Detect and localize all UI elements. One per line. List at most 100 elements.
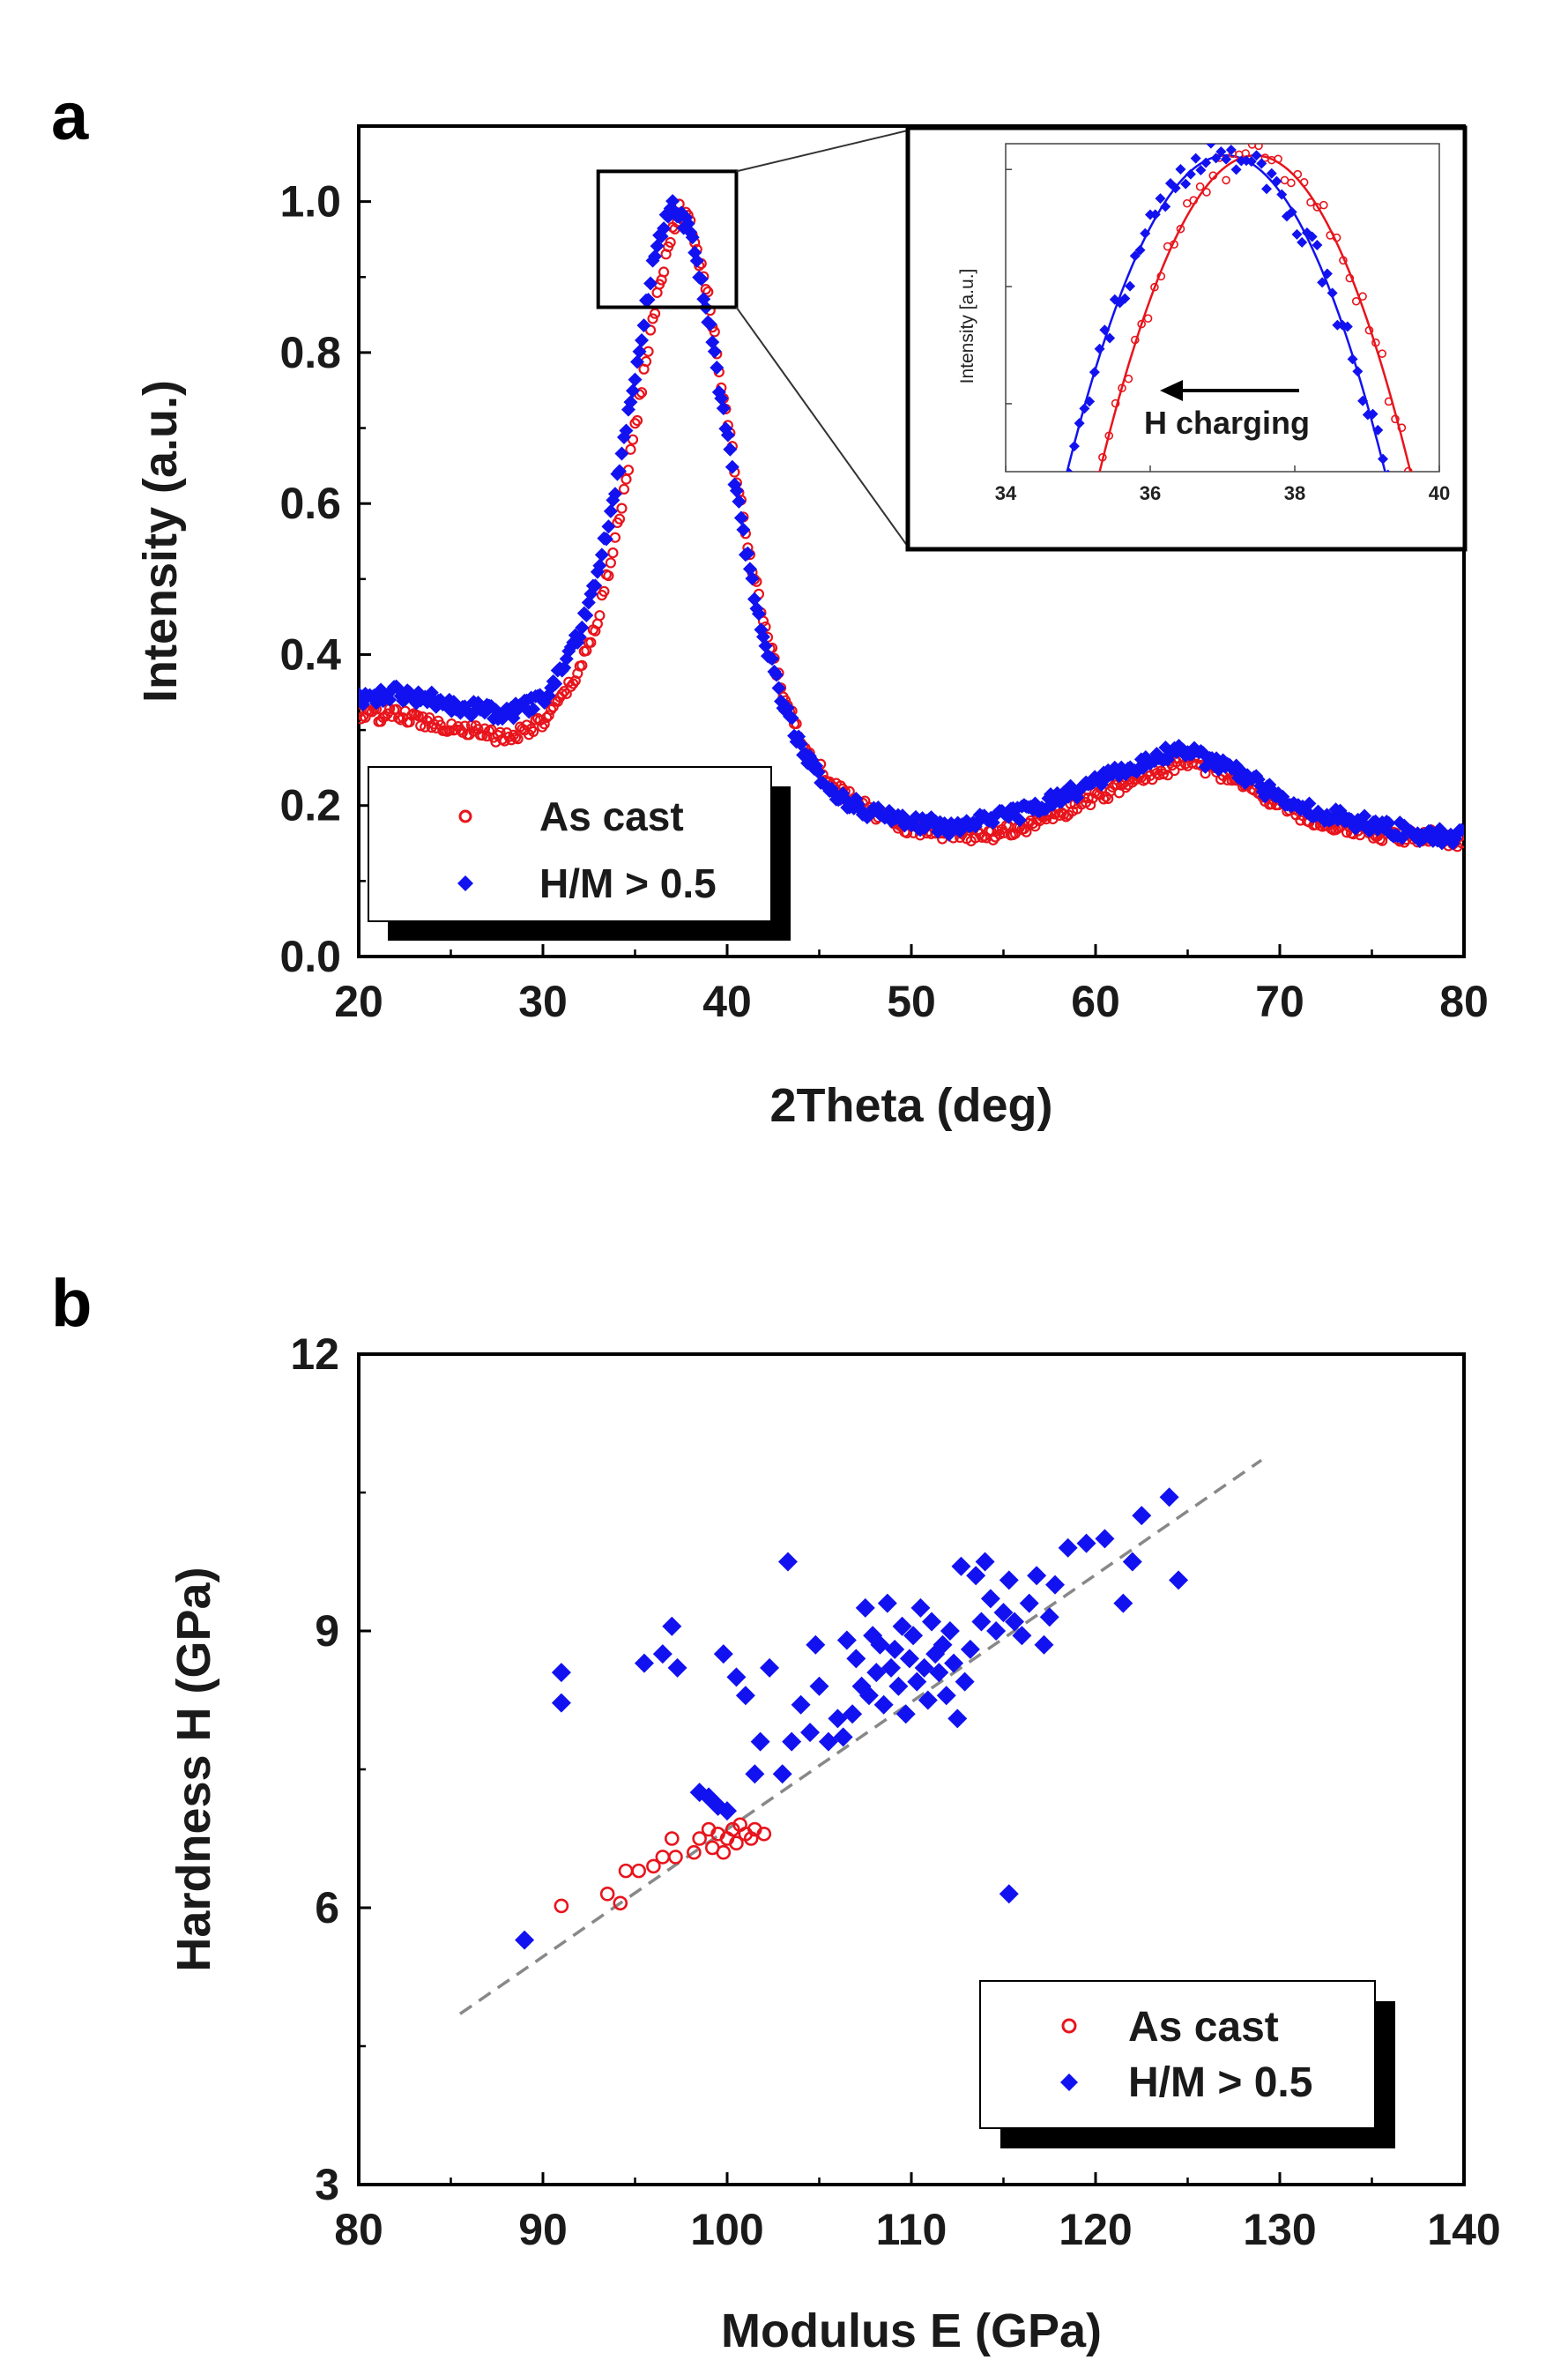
hm-point xyxy=(1012,813,1027,828)
hm-point xyxy=(971,1612,992,1632)
hm-point xyxy=(745,571,760,586)
as-cast-point xyxy=(594,610,606,622)
y-tick-label: 12 xyxy=(290,1329,339,1379)
as-cast-point xyxy=(539,718,550,730)
hm-point xyxy=(628,372,643,387)
inset-hm-point xyxy=(1160,201,1171,212)
x-tick-label: 40 xyxy=(702,977,752,1026)
hm-point xyxy=(1169,1570,1189,1590)
hm-point xyxy=(732,494,747,509)
inset-hm-point xyxy=(1155,193,1166,205)
inset-hm-point xyxy=(1149,209,1161,220)
hm-point xyxy=(713,1644,733,1664)
inset-hm-point xyxy=(1321,268,1333,279)
hm-point xyxy=(836,1630,857,1650)
hm-point xyxy=(548,676,563,691)
hm-point xyxy=(1019,1593,1039,1613)
hm-point xyxy=(1076,1533,1096,1553)
hm-point xyxy=(714,391,729,406)
inset-plot-frame xyxy=(1005,143,1440,473)
inset-as-cast-point xyxy=(1424,550,1431,557)
as-cast-point xyxy=(599,1887,615,1902)
x-tick-label: 110 xyxy=(876,2205,947,2254)
inset-outer-frame xyxy=(905,125,1468,552)
inset-hm-point xyxy=(1256,158,1267,169)
hm-point xyxy=(1012,1626,1032,1646)
as-cast-point xyxy=(528,726,539,737)
inset-as-cast-point xyxy=(1397,423,1407,433)
panel-a-data xyxy=(359,194,1464,852)
inset-as-cast-point xyxy=(1183,198,1192,208)
panel-b-data xyxy=(515,1487,1189,1950)
as-cast-point xyxy=(756,1826,772,1842)
hm-point xyxy=(895,1704,916,1724)
hm-point xyxy=(1095,1529,1115,1549)
as-cast-point xyxy=(635,387,648,398)
hm-point xyxy=(1039,1607,1059,1627)
hm-point xyxy=(735,1686,755,1706)
inset-as-cast-point xyxy=(1287,178,1296,188)
as-cast-point xyxy=(658,266,670,278)
hm-point xyxy=(771,681,786,696)
inset-hm-point xyxy=(1206,144,1216,149)
hm-point xyxy=(592,558,607,573)
hm-point xyxy=(933,1634,953,1655)
inset-as-cast-point xyxy=(1202,188,1211,197)
inset-as-cast-point xyxy=(1124,374,1133,383)
hm-point xyxy=(1045,1575,1066,1595)
hm-point xyxy=(881,1657,902,1678)
inset-as-cast-point xyxy=(1143,314,1153,323)
hm-point xyxy=(1058,1537,1078,1558)
inset-hm-point xyxy=(1200,157,1212,168)
hm-point xyxy=(800,1723,821,1743)
y-tick-label: 0.8 xyxy=(279,328,341,377)
hm-point xyxy=(689,253,704,268)
hm-point xyxy=(993,1603,1014,1623)
as-cast-point xyxy=(616,503,628,514)
hm-point xyxy=(966,1566,986,1586)
hm-point xyxy=(782,1731,802,1752)
as-cast-point xyxy=(1085,799,1096,811)
hm-point xyxy=(707,344,722,359)
hm-point xyxy=(733,510,748,525)
hm-point xyxy=(999,1570,1019,1590)
panel-b-trendline xyxy=(458,1458,1263,2015)
inset-hm-point xyxy=(1286,206,1297,218)
inset-hm-point xyxy=(1326,287,1338,299)
hm-point xyxy=(1132,1506,1152,1526)
inset-hm-point xyxy=(1271,175,1282,187)
inset-as-cast-point xyxy=(1073,564,1080,571)
inset-as-cast-point xyxy=(1306,197,1315,207)
inset-hm-point xyxy=(1347,354,1358,365)
as-cast-point xyxy=(621,473,632,485)
as-cast-point xyxy=(590,625,601,637)
as-cast-point xyxy=(543,710,554,721)
as-cast-point xyxy=(494,726,506,738)
hm-point xyxy=(648,249,663,264)
hm-point xyxy=(705,335,720,350)
hm-point xyxy=(764,651,779,666)
panel-b-label: b xyxy=(51,1266,92,1341)
inset-hm-point xyxy=(1386,469,1391,472)
inset-hm-point xyxy=(1094,343,1105,354)
hm-point xyxy=(1381,815,1396,830)
inset-hm-point xyxy=(1170,182,1181,194)
hm-point xyxy=(702,316,717,331)
hm-point xyxy=(955,1671,975,1692)
zoom-box xyxy=(596,169,739,309)
hm-point xyxy=(623,395,638,410)
y-tick-label: 0.0 xyxy=(279,932,341,981)
as-cast-point xyxy=(1058,808,1070,820)
inset-hm-point xyxy=(1134,244,1146,256)
as-cast-point xyxy=(647,313,658,324)
hm-point xyxy=(594,547,609,562)
hm-point xyxy=(1159,1487,1179,1508)
inset-hm-point xyxy=(1352,366,1364,377)
inset-axes: 34 36 38 40 xyxy=(995,168,1450,504)
x-tick-label: 60 xyxy=(1071,977,1120,1026)
hm-point xyxy=(940,1621,960,1641)
hm-point xyxy=(575,620,590,635)
y-tick-label: 6 xyxy=(315,1883,339,1932)
as-cast-point xyxy=(1098,793,1110,805)
hm-point xyxy=(720,428,735,443)
